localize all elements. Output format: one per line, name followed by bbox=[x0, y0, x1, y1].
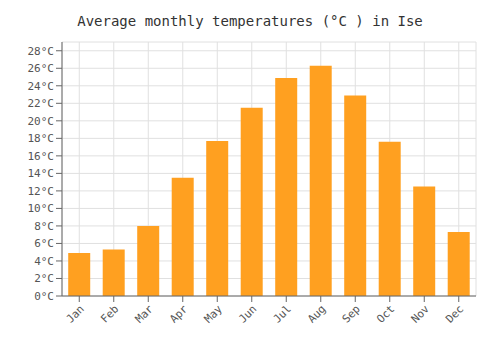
svg-text:10°C: 10°C bbox=[28, 202, 55, 215]
svg-text:Apr: Apr bbox=[167, 302, 191, 326]
svg-text:6°C: 6°C bbox=[34, 237, 54, 250]
svg-text:8°C: 8°C bbox=[34, 220, 54, 233]
svg-text:Mar: Mar bbox=[133, 302, 157, 326]
svg-text:2°C: 2°C bbox=[34, 272, 54, 285]
svg-text:12°C: 12°C bbox=[28, 185, 55, 198]
svg-text:16°C: 16°C bbox=[28, 150, 55, 163]
svg-text:Sep: Sep bbox=[340, 302, 363, 325]
svg-text:20°C: 20°C bbox=[28, 115, 55, 128]
svg-text:Nov: Nov bbox=[409, 302, 433, 326]
svg-text:Dec: Dec bbox=[443, 302, 466, 325]
svg-text:Jul: Jul bbox=[271, 302, 294, 325]
svg-text:28°C: 28°C bbox=[28, 45, 55, 58]
svg-text:26°C: 26°C bbox=[28, 62, 55, 75]
svg-text:14°C: 14°C bbox=[28, 167, 55, 180]
svg-text:Jan: Jan bbox=[64, 302, 87, 325]
html-text:Average monthly temperatures (: Average monthly temperatures (°C ) in Is… bbox=[77, 13, 423, 29]
svg-text:22°C: 22°C bbox=[28, 97, 55, 110]
svg-text:Oct: Oct bbox=[374, 302, 397, 325]
svg-text:0°C: 0°C bbox=[34, 290, 54, 303]
svg-text:Aug: Aug bbox=[305, 302, 328, 325]
svg-text:24°C: 24°C bbox=[28, 80, 55, 93]
svg-text:4°C: 4°C bbox=[34, 255, 54, 268]
svg-text:18°C: 18°C bbox=[28, 132, 55, 145]
svg-text:Jun: Jun bbox=[236, 302, 259, 325]
svg-text:May: May bbox=[202, 302, 226, 326]
svg-text:Feb: Feb bbox=[98, 302, 121, 325]
